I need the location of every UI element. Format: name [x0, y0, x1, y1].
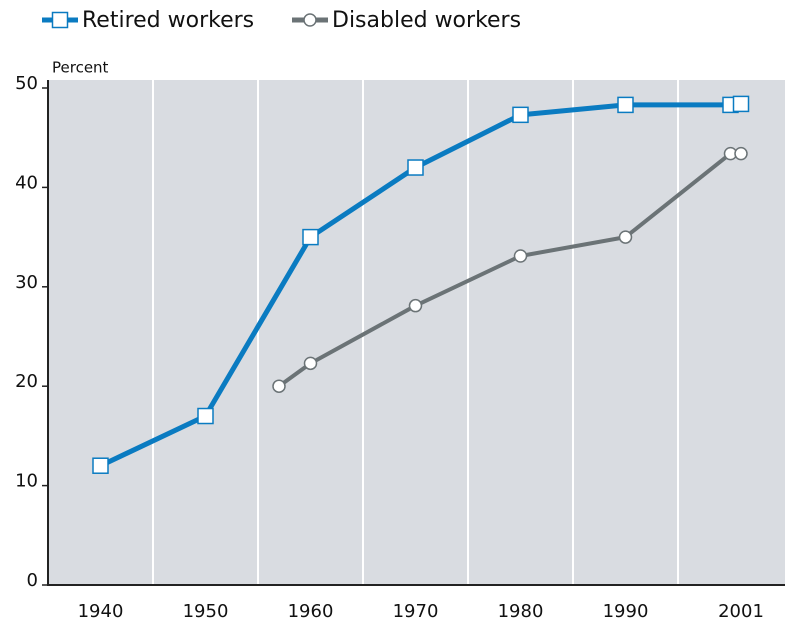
- data-point: [302, 228, 319, 246]
- x-tick-label: 1980: [498, 601, 544, 622]
- y-tick-label: 0: [27, 570, 38, 591]
- data-point: [92, 457, 109, 474]
- plot-background: [48, 80, 785, 585]
- data-point: [618, 230, 633, 244]
- legend-marker: [303, 13, 317, 27]
- data-point: [303, 356, 318, 371]
- data-point: [512, 106, 529, 124]
- series-line: [99, 101, 742, 468]
- y-tick-label: 20: [15, 371, 38, 392]
- x-tick-label: 1940: [78, 601, 124, 622]
- x-tick-label: 1950: [183, 601, 229, 622]
- y-tick-label: 50: [15, 73, 38, 94]
- data-point: [408, 298, 423, 313]
- x-tick-label: 1990: [603, 601, 649, 622]
- legend-label: Disabled workers: [332, 8, 521, 33]
- legend-marker: [51, 11, 69, 29]
- data-point: [734, 146, 748, 161]
- x-tick-label: 1960: [288, 601, 334, 622]
- x-tick-label: 1970: [393, 601, 439, 622]
- data-point: [513, 249, 528, 263]
- y-axis-label: Percent: [52, 59, 109, 77]
- y-tick-label: 10: [15, 471, 38, 492]
- y-tick-label: 40: [15, 172, 38, 193]
- data-point: [272, 379, 286, 393]
- data-point: [197, 407, 214, 425]
- data-point: [407, 159, 424, 176]
- legend-label: Retired workers: [82, 8, 254, 33]
- x-tick-label: 2001: [718, 601, 764, 622]
- data-point: [617, 96, 634, 114]
- y-tick-label: 30: [15, 272, 38, 293]
- data-point: [732, 95, 750, 113]
